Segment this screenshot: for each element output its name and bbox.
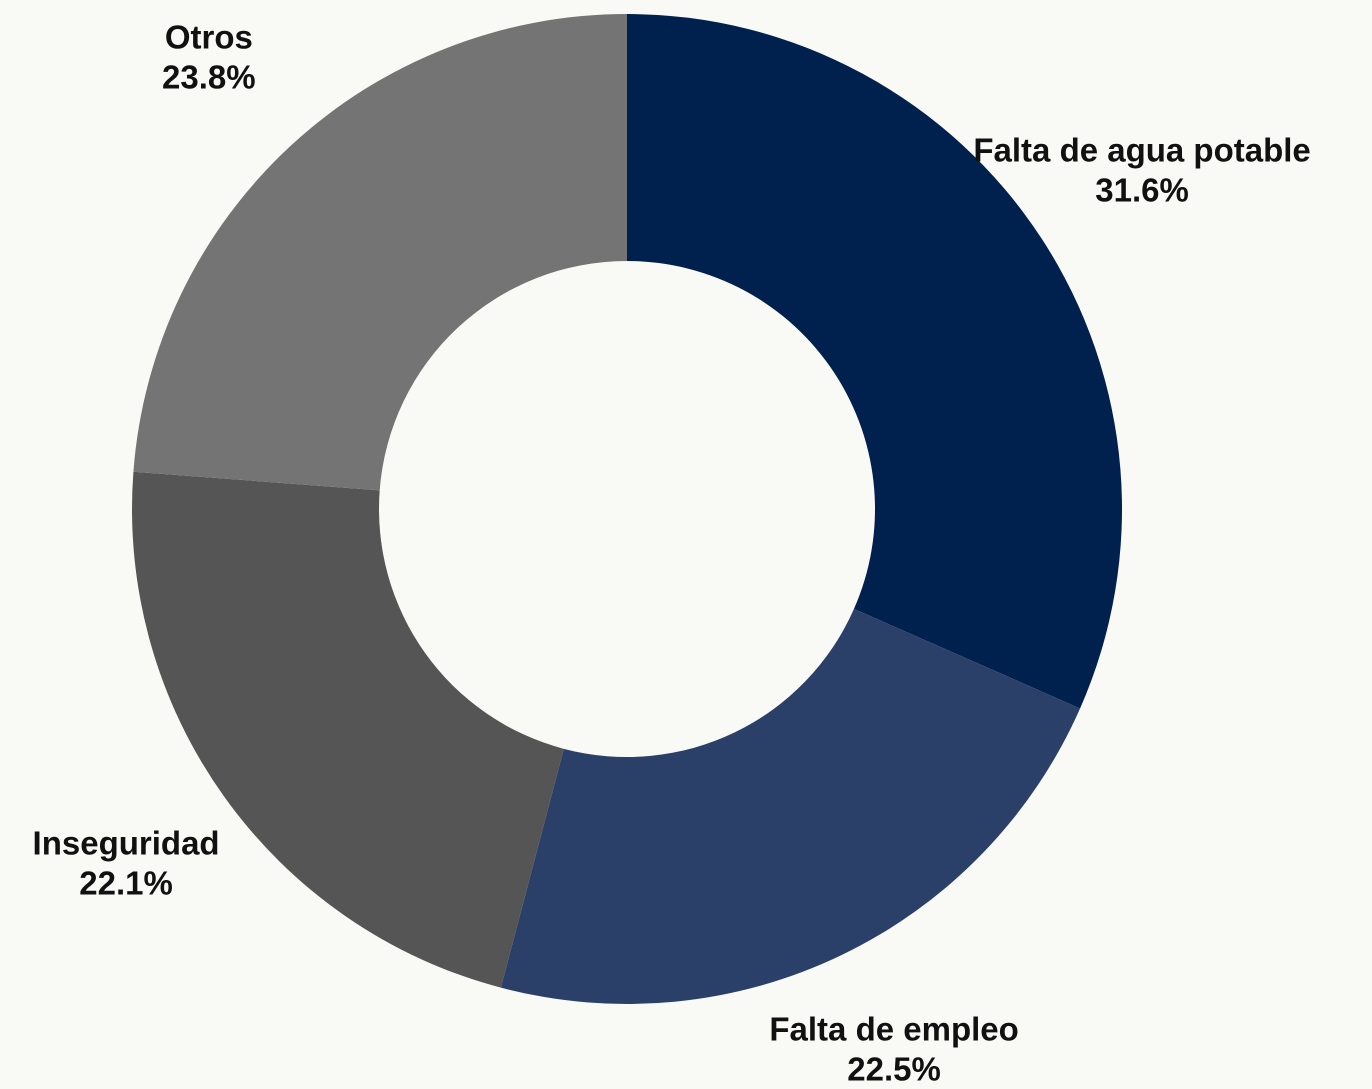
slice-label: Otros — [165, 19, 253, 56]
slice-value-label: 22.5% — [847, 1051, 941, 1088]
donut-slice — [133, 14, 627, 491]
donut-slice — [132, 471, 564, 988]
slice-value-label: 31.6% — [1095, 172, 1189, 209]
donut-slice — [627, 14, 1123, 709]
slice-label: Inseguridad — [33, 825, 220, 862]
slice-label: Falta de agua potable — [973, 132, 1310, 169]
slice-value-label: 22.1% — [79, 865, 173, 902]
donut-slice — [500, 608, 1081, 1005]
slice-value-label: 23.8% — [162, 59, 256, 96]
slice-label: Falta de empleo — [769, 1011, 1018, 1048]
